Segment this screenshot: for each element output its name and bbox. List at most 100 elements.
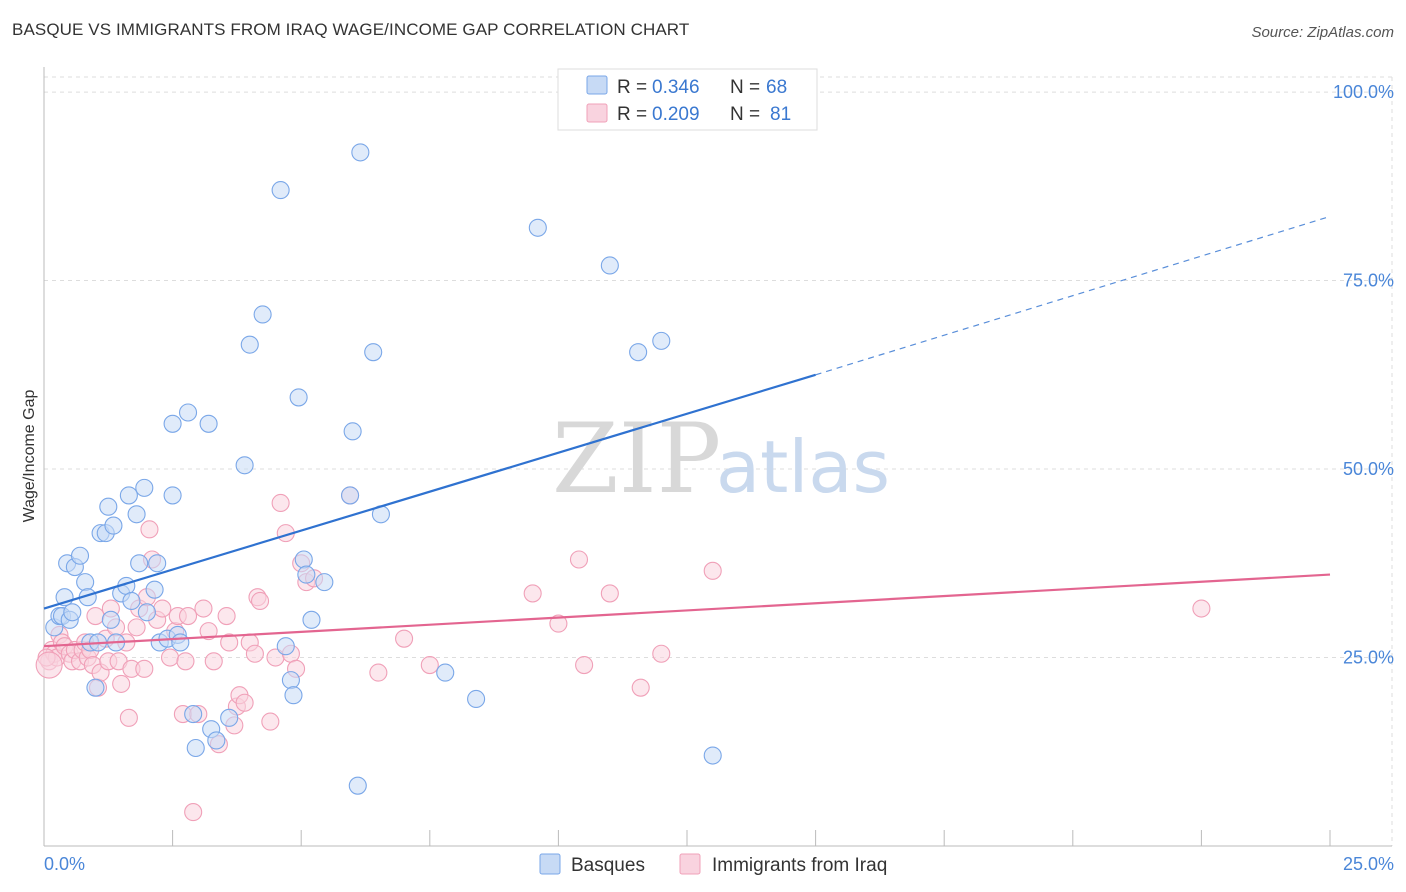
data-point-iraq <box>420 656 439 675</box>
data-point-iraq <box>204 652 223 671</box>
data-point-basque <box>364 343 383 362</box>
y-tick-label: 100.0% <box>1333 82 1394 102</box>
data-point-basque <box>178 403 198 422</box>
legend-r-label-basques: R = <box>617 77 647 98</box>
data-point-iraq <box>199 622 218 641</box>
data-point-basque <box>436 663 455 682</box>
data-point-basque <box>207 731 226 750</box>
data-point-iraq <box>523 584 542 603</box>
data-point-iraq <box>245 644 264 663</box>
data-point-basque <box>86 678 105 697</box>
y-axis-title: Wage/Income Gap <box>21 390 38 523</box>
grid-lines <box>44 76 1393 846</box>
y-tick-label: 25.0% <box>1343 648 1394 668</box>
data-point-basque <box>63 603 82 622</box>
data-point-basque <box>600 256 619 275</box>
legend-n-label-iraq: N = <box>730 104 760 125</box>
data-point-basque <box>302 610 321 629</box>
legend-swatch-iraq <box>586 103 608 123</box>
trend-line-basques <box>43 373 816 610</box>
data-point-iraq <box>652 644 671 663</box>
data-point-basque <box>235 456 254 475</box>
data-point-iraq <box>600 584 619 603</box>
data-point-basque <box>703 746 722 765</box>
data-point-basque <box>351 143 370 162</box>
legend-r-label-iraq: R = <box>617 104 647 125</box>
data-point-iraq <box>575 656 594 675</box>
data-point-basque <box>315 573 334 592</box>
data-point-basque <box>119 486 138 505</box>
data-point-iraq <box>178 607 198 626</box>
data-point-basque <box>348 776 367 795</box>
data-point-iraq <box>631 678 650 697</box>
trend-lines <box>43 215 1331 648</box>
watermark: ZIP atlas <box>552 403 890 515</box>
data-point-iraq <box>135 659 154 678</box>
legend-n-value-basques: 68 <box>766 77 787 98</box>
data-point-basque <box>171 633 190 652</box>
data-point-basque <box>76 573 95 592</box>
legend-item-iraq-swatch <box>679 853 701 875</box>
watermark-zip: ZIP <box>552 403 721 515</box>
data-point-basque <box>104 516 123 535</box>
data-point-basque <box>135 478 154 497</box>
watermark-atlas: atlas <box>716 425 890 509</box>
axes <box>43 67 1392 847</box>
series-legend: Basques Immigrants from Iraq <box>539 853 887 876</box>
legend-r-value-iraq: 0.209 <box>652 104 700 125</box>
data-point-iraq <box>119 708 138 727</box>
source-label: Source: ZipAtlas.com <box>1251 24 1394 41</box>
data-point-basque <box>163 486 182 505</box>
data-point-basque <box>70 546 90 565</box>
series-immigrants-from-iraq <box>35 486 1211 822</box>
data-point-basque <box>341 486 360 505</box>
data-point-iraq <box>703 561 722 580</box>
x-tick-label-min: 0.0% <box>44 854 85 874</box>
y-tick-label: 50.0% <box>1343 459 1394 479</box>
data-point-basque <box>145 580 164 599</box>
data-point-basque <box>289 388 308 407</box>
data-point-basque <box>99 497 118 516</box>
data-point-basque <box>199 414 218 433</box>
data-point-iraq <box>220 633 239 652</box>
data-point-basque <box>122 591 141 611</box>
data-point-iraq <box>395 629 414 648</box>
data-point-iraq <box>140 520 159 539</box>
legend-r-value-basques: 0.346 <box>652 77 700 98</box>
data-point-basque <box>271 181 290 200</box>
data-point-basque <box>137 603 156 622</box>
series-basques <box>45 143 722 795</box>
trend-line-iraq <box>43 573 1331 648</box>
x-tick-labels: 0.0% 25.0% <box>44 854 1394 874</box>
correlation-legend: R = 0.346 N = 68 R = 0.209 N = 81 <box>557 68 818 131</box>
data-point-iraq <box>153 599 172 618</box>
legend-swatch-basques <box>586 75 608 95</box>
data-point-basque <box>186 738 205 758</box>
data-point-basque <box>220 708 239 727</box>
data-point-basque <box>629 343 648 362</box>
legend-n-label-basques: N = <box>730 77 760 98</box>
data-point-iraq <box>250 591 270 611</box>
data-point-iraq <box>127 618 146 637</box>
data-point-iraq <box>271 493 290 513</box>
data-point-basque <box>148 554 167 573</box>
data-point-basque <box>528 218 547 237</box>
trend-line-basques-extension <box>815 215 1331 376</box>
y-tick-label: 75.0% <box>1343 271 1394 291</box>
data-point-iraq <box>549 614 568 633</box>
data-point-iraq <box>217 607 236 626</box>
data-point-iraq <box>369 663 388 682</box>
data-point-basque <box>297 565 316 584</box>
data-point-iraq-cluster <box>35 651 63 679</box>
data-point-iraq <box>176 652 195 671</box>
data-point-basque <box>276 637 295 656</box>
data-point-basque <box>130 554 149 573</box>
data-point-basque <box>127 505 146 524</box>
legend-item-basques-label: Basques <box>571 855 645 876</box>
data-point-basque <box>240 335 259 354</box>
data-point-iraq <box>1192 599 1211 618</box>
data-point-basque <box>101 610 120 629</box>
legend-n-value-iraq: 81 <box>770 104 791 125</box>
data-point-basque <box>343 422 362 441</box>
